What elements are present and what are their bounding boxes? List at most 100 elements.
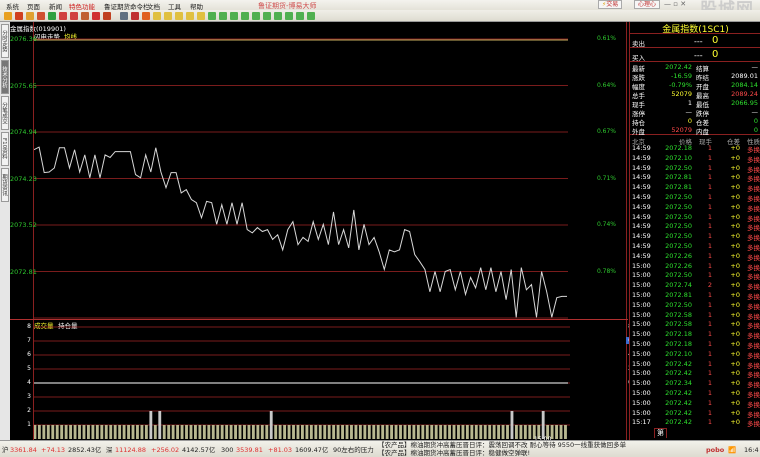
pct-tick: 0.67% (596, 128, 616, 135)
toolbar-icon[interactable] (70, 12, 78, 20)
news-ticker-3[interactable]: 【农产品】棉油期货冲高蓄压晋日评：稳健做空弹联! (378, 449, 531, 457)
toolbar-icon[interactable] (241, 12, 249, 20)
toolbar-icon[interactable] (37, 12, 45, 20)
tick-cell: 2072.81 (665, 173, 692, 182)
toolbar-icon[interactable] (186, 12, 194, 20)
menu-item[interactable]: 新闻 (49, 3, 62, 11)
chart-mode-label[interactable]: 闪电走势 (34, 33, 60, 41)
volume-bar (390, 425, 394, 439)
toolbar-icon[interactable] (4, 12, 12, 20)
page-tab[interactable]: 第 (654, 428, 667, 438)
tick-cell: 1 (707, 340, 712, 348)
tick-cell: 1 (707, 261, 712, 270)
tick-cell: 2072.42 (665, 369, 692, 378)
toolbar-icon[interactable] (296, 12, 304, 20)
volume-bar (474, 425, 478, 439)
news-ticker-1[interactable]: 90左右的压力 (333, 446, 374, 454)
toolbar-icon[interactable] (59, 12, 67, 20)
volume-bar (171, 425, 175, 439)
toolbar-icon[interactable] (285, 12, 293, 20)
tick-cell: 15:00 (632, 340, 651, 348)
tick-cell: 1 (707, 349, 712, 358)
window-controls[interactable]: — ▫ ✕ (664, 0, 687, 8)
menu-item[interactable]: 系统 (6, 3, 19, 11)
toolbar-icon[interactable] (48, 12, 56, 20)
menu-item[interactable]: 页面 (27, 3, 40, 11)
left-tab[interactable]: 分笔成交 (1, 96, 9, 130)
tick-cell: 14:59 (632, 153, 651, 162)
tick-cell: 15:00 (632, 408, 651, 417)
left-tab[interactable]: 期货资讯 (1, 168, 9, 202)
volume-bar (180, 425, 184, 439)
tick-cell: 2072.34 (665, 379, 692, 388)
ma-label[interactable]: 均线 (64, 33, 77, 41)
left-tab[interactable]: 技术分析 (1, 60, 9, 94)
news-ticker-2[interactable]: 【农产品】棉油期货冲高蓄压晋日评：震荡回调不改 耐心等待 9550一线重获做回多… (378, 441, 627, 449)
tick-row: 14:59 2072.50 1 +0 多换 (630, 221, 760, 232)
volume-bar (439, 425, 443, 439)
toolbar-icon[interactable] (263, 12, 271, 20)
toolbar-icon[interactable] (92, 12, 100, 20)
left-tab[interactable]: F10资料 (1, 132, 9, 166)
tick-cell: 2072.18 (665, 340, 692, 348)
trade-button[interactable]: ⚡交易 (598, 0, 623, 9)
volume-bar (167, 425, 171, 439)
quote-value: 2084.14 (731, 81, 758, 89)
tick-cell: 多换 (747, 381, 760, 390)
toolbar-icon[interactable] (219, 12, 227, 20)
volume-bar (100, 425, 104, 439)
menu-item[interactable]: 特色功能 (69, 3, 95, 11)
toolbar-icon[interactable] (153, 12, 161, 20)
buy-price: --- (694, 51, 703, 60)
toolbar-icon[interactable] (120, 12, 128, 20)
toolbar-icon[interactable] (197, 12, 205, 20)
toolbar-icon[interactable] (307, 12, 315, 20)
toolbar-icon[interactable] (81, 12, 89, 20)
toolbar-icon[interactable] (131, 12, 139, 20)
toolbar-icon[interactable] (26, 12, 34, 20)
menu-item[interactable]: 帮助 (190, 3, 203, 11)
volume-bar (194, 425, 197, 439)
volume-bar (515, 425, 518, 439)
volume-chart[interactable] (33, 320, 570, 440)
tick-cell: +0 (730, 300, 740, 309)
tick-row: 15:00 2072.42 1 +0 多换 (630, 368, 760, 379)
tick-row: 14:59 2072.50 1 +0 多换 (630, 241, 760, 252)
price-chart[interactable] (33, 22, 570, 320)
toolbar-icon[interactable] (208, 12, 216, 20)
tick-cell: +0 (730, 202, 740, 211)
volume-bar (372, 425, 376, 439)
toolbar-icon[interactable] (175, 12, 183, 20)
tick-cell: 多换 (747, 253, 760, 262)
toolbar-icon[interactable] (230, 12, 238, 20)
quote-label: 开盘 (696, 83, 709, 91)
toolbar-icon[interactable] (252, 12, 260, 20)
quote-row: 最新 2072.42 结算 — (630, 63, 760, 73)
menu-item[interactable]: 文档 (147, 3, 160, 11)
toolbar-icon[interactable] (15, 12, 23, 20)
volume-bar (559, 425, 563, 439)
menu-item[interactable]: 工具 (168, 3, 181, 11)
left-tab[interactable]: 分时走势 (1, 24, 9, 58)
menu-item[interactable]: 鲁证期货命令栏 (104, 3, 150, 11)
volume-bar (176, 425, 180, 439)
volume-bar (243, 425, 246, 439)
toolbar-icon[interactable] (142, 12, 150, 20)
tick-cell: 2072.18 (665, 144, 692, 152)
signal-icon: 📶 (728, 446, 737, 454)
toolbar-icon[interactable] (274, 12, 282, 20)
volume-bar (501, 425, 505, 439)
volume-bar (301, 425, 304, 439)
volume-bar (506, 425, 509, 439)
volume-bar (118, 425, 122, 439)
status-bar: 沪 3361.84 +74.13 2852.43亿 深 11124.88 +25… (0, 440, 760, 457)
pct-tick: 0.64% (596, 81, 616, 89)
tick-header-cell: 性质 (747, 138, 760, 146)
toolbar-icon[interactable] (103, 12, 111, 20)
tick-cell: 2072.26 (665, 261, 692, 270)
tick-cell: 1 (707, 300, 712, 309)
quote-label: 涨跌 (632, 74, 645, 82)
toolbar-icon[interactable] (164, 12, 172, 20)
tick-cell: 1 (707, 359, 712, 368)
psych-button[interactable]: 心理心 (634, 0, 661, 9)
